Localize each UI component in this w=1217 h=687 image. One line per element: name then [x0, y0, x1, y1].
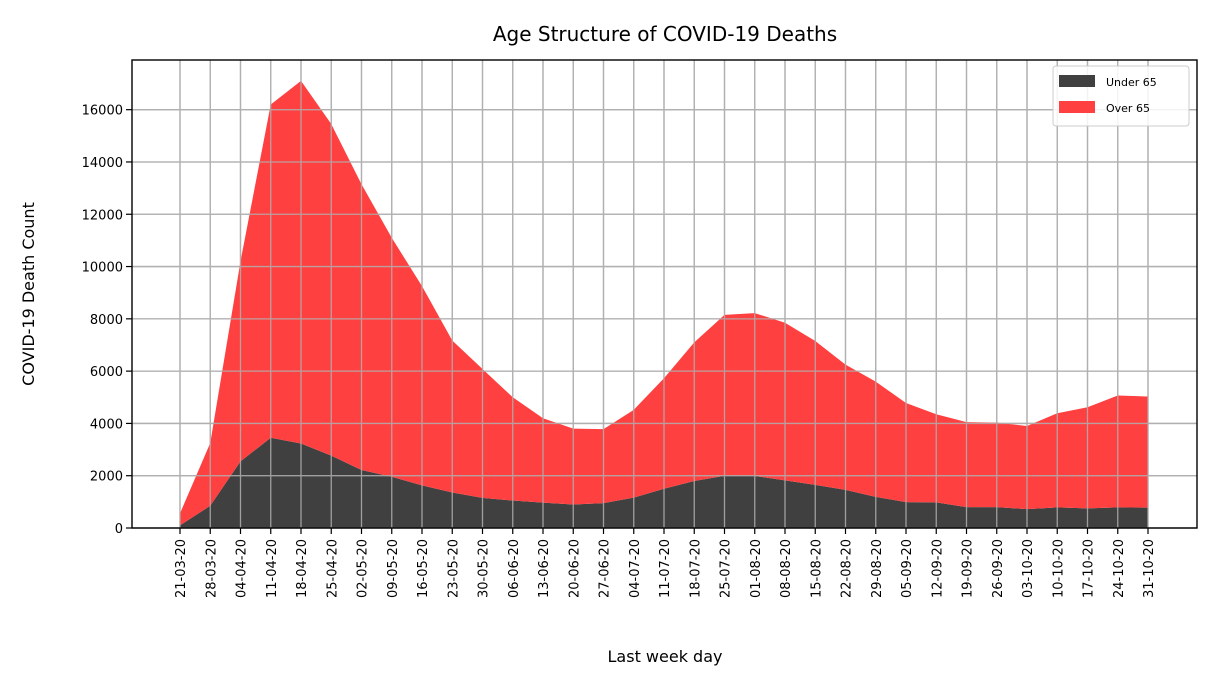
legend-label: Under 65	[1106, 76, 1157, 89]
x-tick-label: 11-07-20	[658, 539, 673, 598]
x-tick-label: 04-07-20	[628, 539, 643, 598]
chart-title: Age Structure of COVID-19 Deaths	[493, 22, 837, 46]
x-axis-title: Last week day	[608, 647, 723, 666]
x-tick-label: 29-08-20	[870, 539, 885, 598]
x-tick-label: 28-03-20	[204, 539, 219, 598]
x-tick-label: 05-09-20	[900, 539, 915, 598]
x-tick-label: 19-09-20	[961, 539, 976, 598]
x-tick-label: 31-10-20	[1142, 539, 1157, 598]
x-tick-label: 24-10-20	[1112, 539, 1127, 598]
x-tick-label: 17-10-20	[1082, 539, 1097, 598]
x-tick-label: 30-05-20	[477, 539, 492, 598]
x-tick-label: 12-09-20	[930, 539, 945, 598]
y-tick-label: 0	[115, 522, 123, 537]
x-tick-label: 25-04-20	[325, 539, 340, 598]
y-tick-label: 10000	[82, 261, 123, 276]
y-tick-label: 14000	[82, 156, 123, 171]
y-tick-label: 4000	[90, 417, 123, 432]
y-tick-label: 2000	[90, 470, 123, 485]
x-tick-label: 11-04-20	[265, 539, 280, 598]
legend-label: Over 65	[1106, 102, 1150, 115]
x-tick-label: 08-08-20	[779, 539, 794, 598]
legend-swatch	[1059, 101, 1095, 113]
x-tick-label: 04-04-20	[235, 539, 250, 598]
x-tick-label: 18-04-20	[295, 539, 310, 598]
x-tick-label: 25-07-20	[719, 539, 734, 598]
x-tick-labels: 21-03-20 28-03-20 04-04-20 11-04-20 18-04-20…	[174, 539, 1157, 598]
x-tick-label: 03-10-20	[1021, 539, 1036, 598]
x-tick-label: 10-10-20	[1051, 539, 1066, 598]
x-tick-label: 09-05-20	[386, 539, 401, 598]
x-tick-label: 21-03-20	[174, 539, 189, 598]
x-tick-label: 27-06-20	[598, 539, 613, 598]
y-tick-labels: 0 2000 4000 6000 8000 10000 12000 14000 16000	[82, 104, 123, 537]
legend-swatch	[1059, 75, 1095, 87]
x-tick-label: 26-09-20	[991, 539, 1006, 598]
y-tick-label: 16000	[82, 104, 123, 119]
x-tick-label: 16-05-20	[416, 539, 431, 598]
y-tick-label: 8000	[90, 313, 123, 328]
axis-ticks	[126, 109, 1149, 534]
legend: Under 65 Over 65	[1052, 65, 1190, 127]
y-tick-label: 6000	[90, 365, 123, 380]
x-tick-label: 20-06-20	[567, 539, 582, 598]
x-tick-label: 15-08-20	[809, 539, 824, 598]
x-tick-label: 06-06-20	[507, 539, 522, 598]
x-tick-label: 01-08-20	[749, 539, 764, 598]
y-axis-title: COVID-19 Death Count	[19, 202, 38, 386]
x-tick-label: 13-06-20	[537, 539, 552, 598]
x-tick-label: 22-08-20	[840, 539, 855, 598]
x-tick-label: 02-05-20	[356, 539, 371, 598]
y-tick-label: 12000	[82, 208, 123, 223]
x-tick-label: 23-05-20	[446, 539, 461, 598]
x-tick-label: 18-07-20	[688, 539, 703, 598]
